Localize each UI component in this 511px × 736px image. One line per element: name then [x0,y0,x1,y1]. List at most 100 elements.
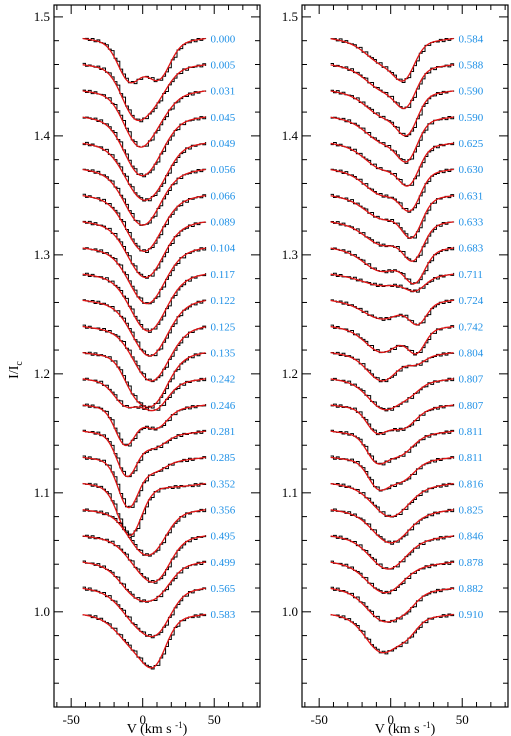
model-profile [82,299,206,357]
x-tick-label: 0 [139,712,146,727]
phase-label: 0.846 [459,531,484,543]
profile-3: 0.590 [330,112,484,164]
model-profile [82,64,206,122]
observed-profile [82,62,207,123]
observed-profile [330,193,455,239]
model-profile [330,561,454,594]
x-axis-title: V (km s -1) [375,720,436,736]
observed-profile [82,613,207,670]
y-axis-title: I/Ic [7,361,25,379]
model-profile [330,404,454,435]
phase-label: 0.066 [211,190,236,202]
observed-profile [82,560,207,603]
phase-label: 0.807 [459,374,484,386]
right-panel: 1.0 1.1 1.2 1.3 1.4 1.5 -50 0 50 V (km s -1) 0.584… [282,4,509,736]
observed-profile [82,403,207,447]
phase-label: 0.811 [459,452,483,464]
model-profile [330,613,454,654]
profile-10: 0.724 [330,295,484,326]
phase-label: 0.117 [211,269,236,281]
profile-2: 0.590 [330,86,484,138]
phase-label: 0.804 [459,347,484,359]
y-tick-label: 1.4 [34,128,51,143]
phase-label: 0.711 [459,269,483,281]
phase-label: 0.246 [211,400,236,412]
model-profile [82,613,206,669]
profile-8: 0.683 [330,243,484,285]
y-tick-label: 1.2 [34,366,50,381]
model-profile [82,509,206,556]
profile-5: 0.630 [330,164,484,213]
model-profile [330,482,454,518]
model-profile [82,561,206,603]
model-profile [82,587,206,638]
model-profile [82,247,206,305]
phase-label: 0.590 [459,112,484,124]
phase-label: 0.878 [459,557,484,569]
profile-0: 0.000 [82,33,236,85]
observed-profile [82,168,207,226]
phase-label: 0.807 [459,400,484,412]
observed-profile [330,168,455,213]
model-profile [330,587,454,623]
profile-9: 0.117 [82,269,236,333]
observed-profile [330,62,455,110]
profile-7: 0.633 [330,217,484,263]
profile-17: 0.352 [82,478,236,537]
model-profile [330,430,454,465]
phase-label: 0.811 [459,426,483,438]
y-tick-label: 1.1 [34,485,50,500]
observed-profile [82,220,207,279]
profile-1: 0.588 [330,59,484,110]
observed-profile [330,272,455,293]
model-profile [82,195,206,252]
model-profile [330,509,454,544]
x-tick-label: 50 [456,712,469,727]
observed-profile [330,324,455,356]
phase-label: 0.583 [211,609,236,621]
phase-label: 0.910 [459,609,484,621]
x-tick-label: -50 [62,712,79,727]
observed-profile [330,299,455,326]
profile-5: 0.056 [82,164,236,226]
model-profile [82,142,206,201]
phase-label: 0.049 [211,138,236,150]
phase-label: 0.056 [211,164,236,176]
profile-3: 0.045 [82,112,236,178]
phase-label: 0.742 [459,321,484,333]
profile-6: 0.631 [330,190,483,239]
profile-12: 0.135 [82,347,236,409]
phase-label: 0.499 [211,557,236,569]
y-tick-label: 1.3 [34,247,50,262]
model-profile [330,90,454,137]
model-profile [82,116,206,177]
profile-14: 0.807 [330,400,484,436]
profile-8: 0.104 [82,243,236,305]
model-profile [82,90,206,148]
phase-label: 0.565 [211,583,236,595]
phase-label: 0.089 [211,217,236,229]
profile-19: 0.846 [330,531,484,570]
model-profile [330,64,454,110]
observed-profile [82,586,207,639]
model-profile [82,535,206,583]
profile-22: 0.583 [82,609,236,670]
left-panel: 1.0 1.1 1.2 1.3 1.4 1.5 -50 0 50 V (km s -1) 0.000… [34,4,261,736]
model-profile [330,325,454,355]
phase-label: 0.633 [459,217,484,229]
profile-19: 0.495 [82,531,236,584]
phase-label: 0.135 [211,347,236,359]
profile-12: 0.804 [330,347,484,383]
y-tick-label: 1.3 [282,247,298,262]
phase-label: 0.242 [211,374,236,386]
profile-18: 0.356 [82,504,236,557]
y-tick-label: 1.1 [282,485,298,500]
phase-label: 0.285 [211,452,236,464]
profile-11: 0.125 [82,321,236,383]
model-profile [82,430,206,478]
profile-2: 0.031 [82,86,235,148]
profile-22: 0.910 [330,609,484,655]
phase-label: 0.352 [211,478,236,490]
phase-label: 0.356 [211,504,236,516]
model-profile [82,273,206,332]
